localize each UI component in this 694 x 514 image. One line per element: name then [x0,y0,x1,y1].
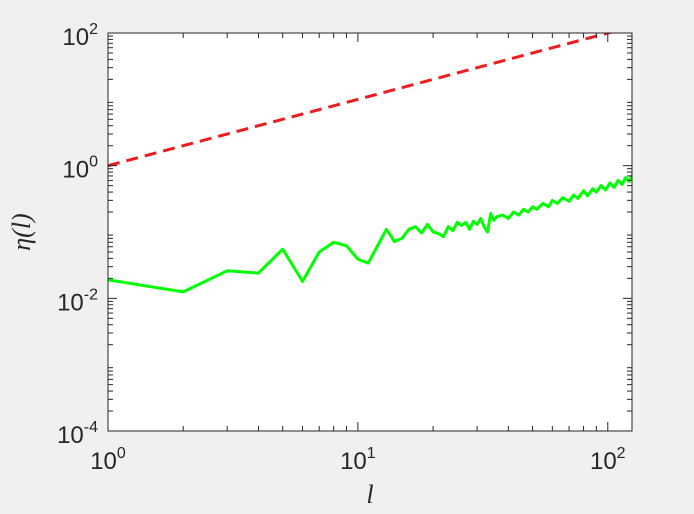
x-axis-label: l [366,480,373,509]
series-layer [108,33,632,294]
y-tick-label-0: 10-4 [57,419,98,449]
y-tick-label-1: 10-2 [57,286,98,316]
x-tick-label-1: 101 [340,445,376,475]
x-tick-label-2: 102 [590,445,626,475]
y-tick-label-3: 102 [62,21,98,51]
tick-layer: 100 101 102 10-4 10-2 100 102 [57,21,632,475]
series-line-2 [108,174,632,294]
plot-area [108,33,632,431]
plot-frame [107,32,633,432]
x-tick-label-0: 100 [90,445,126,475]
y-axis-label: η(l) [7,213,36,250]
series-line-1 [108,33,614,168]
y-tick-label-2: 100 [62,154,98,184]
